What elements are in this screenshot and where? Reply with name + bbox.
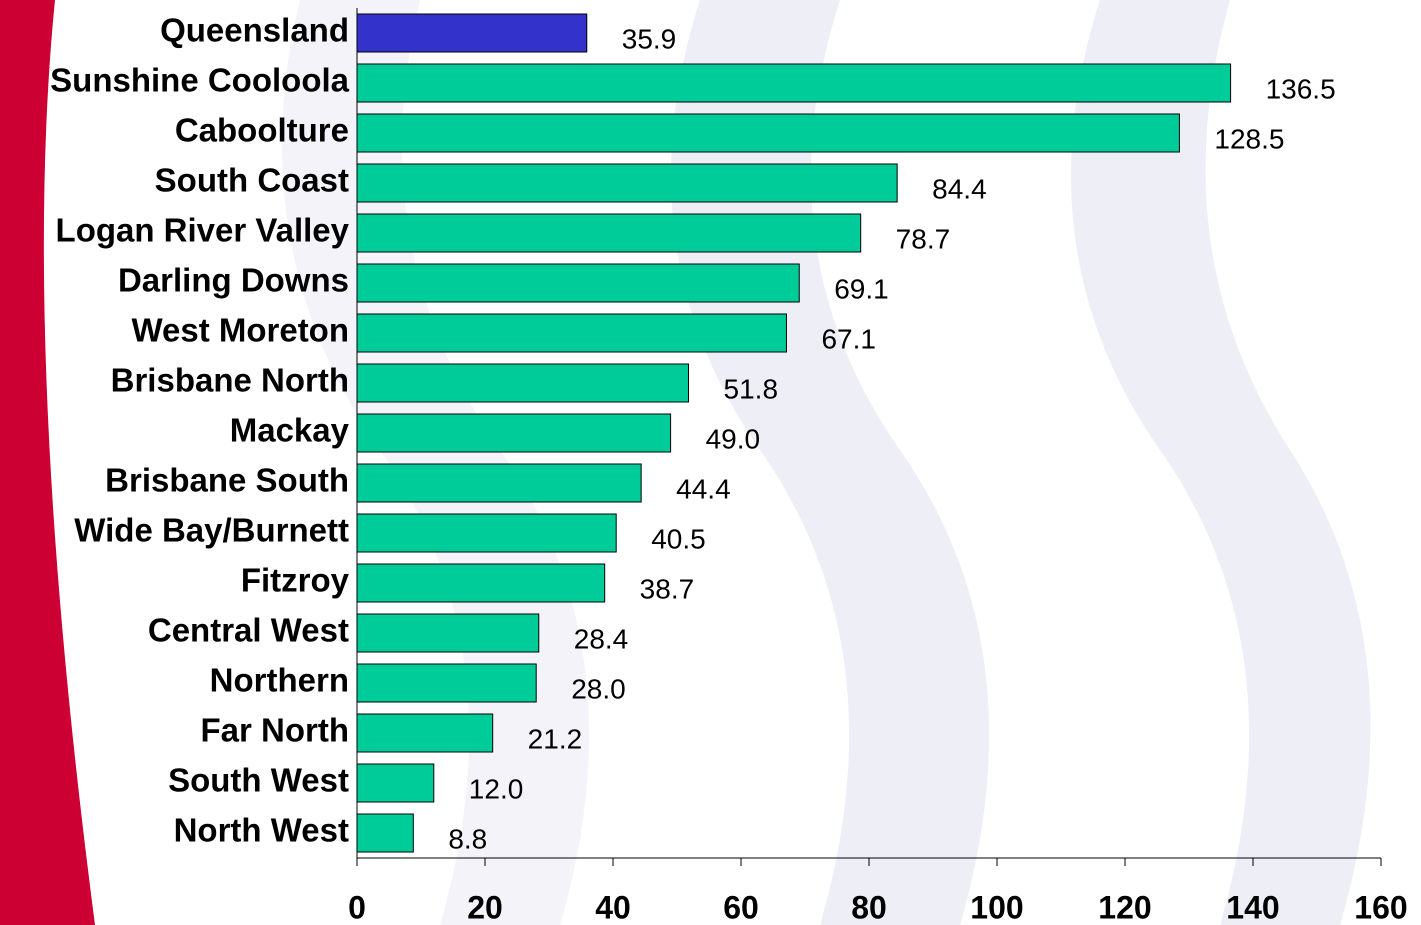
value-label: 35.9 <box>622 23 677 54</box>
y-tick-label: Wide Bay/Burnett <box>74 512 349 549</box>
value-label: 69.1 <box>834 273 889 304</box>
value-label: 8.8 <box>448 823 487 854</box>
plot: 0 20 40 60 80 100 120 140 160 Queensland 35.9 Sunsh… <box>50 8 1408 925</box>
bar <box>356 813 414 853</box>
value-label: 51.8 <box>724 373 779 404</box>
value-label: 78.7 <box>896 223 951 254</box>
y-tick-label: South West <box>168 762 349 799</box>
y-tick-label: Brisbane North <box>111 362 349 399</box>
y-tick-label: South Coast <box>155 162 349 199</box>
y-tick-label: Far North <box>201 712 350 749</box>
value-label: 40.5 <box>651 523 706 554</box>
x-tick-label: 0 <box>348 889 366 925</box>
bar <box>356 113 1180 153</box>
value-label: 67.1 <box>821 323 876 354</box>
value-label: 49.0 <box>706 423 761 454</box>
bar <box>356 613 540 653</box>
bar <box>356 163 898 203</box>
value-label: 12.0 <box>469 773 524 804</box>
value-label: 44.4 <box>676 473 731 504</box>
bar <box>356 313 787 353</box>
bar <box>356 663 537 703</box>
bar <box>356 463 642 503</box>
bar <box>356 763 435 803</box>
value-label: 21.2 <box>528 723 583 754</box>
y-tick-label: West Moreton <box>131 312 349 349</box>
y-tick-label: North West <box>174 812 349 849</box>
bar <box>356 263 800 303</box>
value-label: 28.4 <box>574 623 629 654</box>
bar <box>356 63 1232 103</box>
x-tick-label: 100 <box>970 889 1023 925</box>
value-label: 28.0 <box>571 673 626 704</box>
bar <box>356 513 617 553</box>
y-tick-label: Darling Downs <box>118 262 349 299</box>
bar <box>356 363 690 403</box>
bar <box>356 713 494 753</box>
x-tick-label: 80 <box>851 889 887 925</box>
y-tick-label: Northern <box>210 662 349 699</box>
value-label: 84.4 <box>932 173 987 204</box>
y-tick-label: Caboolture <box>175 112 349 149</box>
decor-wave <box>1070 0 1371 925</box>
x-tick-label: 160 <box>1354 889 1407 925</box>
y-tick-label: Logan River Valley <box>56 212 350 249</box>
decor-red <box>0 0 95 925</box>
y-tick-label: Brisbane South <box>105 462 349 499</box>
x-tick-label: 20 <box>467 889 503 925</box>
y-tick-label: Queensland <box>160 12 349 49</box>
value-label: 128.5 <box>1214 123 1284 154</box>
x-tick-label: 120 <box>1098 889 1151 925</box>
x-tick-label: 60 <box>723 889 759 925</box>
value-label: 38.7 <box>640 573 695 604</box>
y-tick-label: Fitzroy <box>241 562 350 599</box>
value-label: 136.5 <box>1266 73 1336 104</box>
y-tick-label: Central West <box>148 612 349 649</box>
bar <box>356 13 588 53</box>
bar <box>356 413 672 453</box>
bar <box>356 563 606 603</box>
bar <box>356 213 862 253</box>
x-tick-label: 40 <box>595 889 631 925</box>
x-tick-label: 140 <box>1226 889 1279 925</box>
y-tick-label: Mackay <box>230 412 350 449</box>
y-tick-label: Sunshine Cooloola <box>50 62 349 99</box>
